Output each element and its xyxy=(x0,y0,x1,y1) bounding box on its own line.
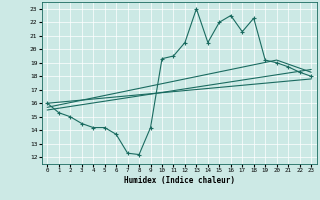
X-axis label: Humidex (Indice chaleur): Humidex (Indice chaleur) xyxy=(124,176,235,185)
